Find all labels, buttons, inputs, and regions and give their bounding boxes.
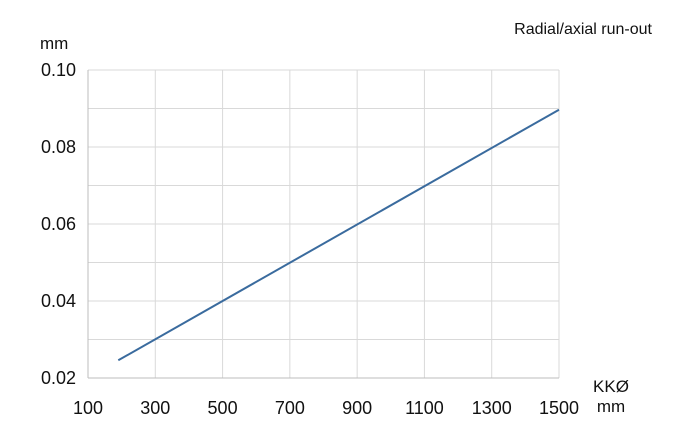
series-line xyxy=(117,108,560,362)
series-group xyxy=(117,108,560,362)
y-axis-label: mm xyxy=(40,34,68,53)
x-tick-label: 1500 xyxy=(539,398,579,418)
x-tick-label: 300 xyxy=(140,398,170,418)
grid xyxy=(87,69,560,379)
x-tick-label: 700 xyxy=(275,398,305,418)
x-axis-label-unit: mm xyxy=(597,397,625,416)
chart-title: Radial/axial run-out xyxy=(514,21,652,38)
x-tick-labels: 100 300 500 700 900 1100 1300 1500 xyxy=(73,398,579,418)
y-tick-label: 0.06 xyxy=(41,214,76,234)
y-tick-label: 0.02 xyxy=(41,368,76,388)
x-tick-label: 900 xyxy=(342,398,372,418)
y-tick-label: 0.08 xyxy=(41,137,76,157)
x-axis-label-name: KKØ xyxy=(593,377,629,396)
x-tick-label: 1100 xyxy=(405,398,444,418)
y-tick-labels: 0.02 0.04 0.06 0.08 0.10 xyxy=(41,60,76,388)
x-tick-label: 100 xyxy=(73,398,103,418)
x-tick-label: 1300 xyxy=(472,398,512,418)
x-tick-label: 500 xyxy=(208,398,238,418)
axes xyxy=(87,70,559,379)
y-tick-label: 0.04 xyxy=(41,291,76,311)
y-tick-label: 0.10 xyxy=(41,60,76,80)
